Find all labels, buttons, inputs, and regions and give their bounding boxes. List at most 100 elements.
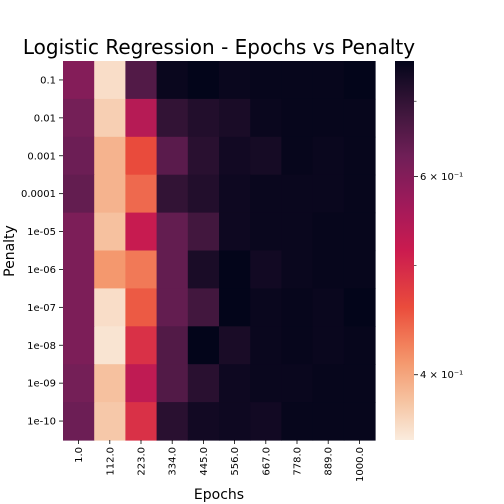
heatmap-cell bbox=[219, 402, 251, 441]
heatmap-cell bbox=[219, 98, 251, 138]
heatmap-cell bbox=[125, 364, 158, 403]
heatmap-cell bbox=[94, 364, 126, 403]
heatmap-cell bbox=[312, 98, 345, 138]
colorbar bbox=[395, 61, 414, 440]
heatmap-cell bbox=[94, 326, 126, 365]
heatmap-cell bbox=[281, 61, 314, 100]
heatmap-cell bbox=[63, 98, 95, 138]
heatmap-cell bbox=[219, 326, 251, 365]
heatmap-cell bbox=[250, 136, 282, 176]
heatmap-cell bbox=[250, 212, 282, 252]
heatmap-cell bbox=[63, 174, 95, 214]
heatmap-cell bbox=[187, 98, 220, 138]
heatmap-cell bbox=[156, 364, 189, 403]
heatmap-cell bbox=[156, 98, 189, 138]
colorbar-tick-label: 6 × 10⁻¹ bbox=[420, 172, 463, 183]
heatmap-cell bbox=[94, 212, 126, 252]
x-tick-label: 889.0 bbox=[324, 447, 335, 476]
heatmap-cell bbox=[281, 288, 314, 327]
x-axis-label: Epochs bbox=[194, 487, 244, 503]
heatmap-cell bbox=[125, 402, 158, 441]
heatmap-cell bbox=[63, 288, 95, 327]
heatmap-cell bbox=[125, 326, 158, 365]
heatmap-cell bbox=[219, 288, 251, 327]
y-axis-label: Penalty bbox=[2, 225, 18, 277]
heatmap-cell bbox=[219, 136, 251, 176]
heatmap-cell bbox=[187, 174, 220, 214]
heatmap-cell bbox=[312, 326, 345, 365]
heatmap-cell bbox=[219, 212, 251, 252]
x-tick-labels: 1.0 112.0 223.0 334.0 445.0 556.0 667.0 778.0 88… bbox=[74, 440, 366, 482]
x-tick-label: 556.0 bbox=[230, 447, 241, 476]
heatmap-cell bbox=[250, 61, 282, 100]
y-tick-label: 1e-05 bbox=[27, 227, 56, 238]
y-tick-label: 1e-08 bbox=[27, 341, 56, 352]
x-tick-label: 1000.0 bbox=[355, 447, 366, 482]
heatmap-cell bbox=[125, 61, 158, 100]
heatmap-cell bbox=[156, 174, 189, 214]
heatmap-cells bbox=[63, 61, 376, 441]
heatmap-cell bbox=[187, 61, 220, 100]
heatmap-cell bbox=[312, 250, 345, 289]
x-tick-label: 445.0 bbox=[199, 447, 210, 476]
heatmap-cell bbox=[156, 136, 189, 176]
heatmap-cell bbox=[343, 250, 376, 289]
y-tick-label: 0.01 bbox=[34, 113, 56, 124]
heatmap-cell bbox=[250, 364, 282, 403]
heatmap-cell bbox=[219, 250, 251, 289]
heatmap-cell bbox=[343, 364, 376, 403]
heatmap-cell bbox=[312, 288, 345, 327]
heatmap-cell bbox=[187, 326, 220, 365]
heatmap-cell bbox=[281, 174, 314, 214]
heatmap-cell bbox=[219, 364, 251, 403]
heatmap-cell bbox=[219, 174, 251, 214]
heatmap-cell bbox=[250, 250, 282, 289]
heatmap-cell bbox=[219, 61, 251, 100]
x-tick-label: 223.0 bbox=[137, 447, 148, 476]
heatmap-cell bbox=[281, 250, 314, 289]
heatmap-cell bbox=[250, 326, 282, 365]
heatmap-cell bbox=[187, 402, 220, 441]
heatmap-cell bbox=[187, 136, 220, 176]
y-tick-label: 1e-10 bbox=[27, 417, 56, 428]
chart-title: Logistic Regression - Epochs vs Penalty bbox=[23, 35, 415, 59]
heatmap-cell bbox=[125, 98, 158, 138]
heatmap-cell bbox=[94, 136, 126, 176]
heatmap-cell bbox=[94, 250, 126, 289]
heatmap-cell bbox=[312, 364, 345, 403]
y-tick-label: 0.0001 bbox=[21, 189, 56, 200]
heatmap-cell bbox=[281, 402, 314, 441]
heatmap-cell bbox=[343, 98, 376, 138]
heatmap-cell bbox=[156, 212, 189, 252]
heatmap-cell bbox=[125, 288, 158, 327]
heatmap-cell bbox=[125, 212, 158, 252]
heatmap-cell bbox=[156, 288, 189, 327]
heatmap-cell bbox=[312, 402, 345, 441]
heatmap-cell bbox=[250, 288, 282, 327]
heatmap-cell bbox=[94, 61, 126, 100]
y-tick-label: 0.1 bbox=[40, 75, 56, 86]
heatmap-cell bbox=[281, 364, 314, 403]
heatmap-cell bbox=[343, 212, 376, 252]
heatmap-cell bbox=[312, 61, 345, 100]
y-tick-labels: 0.1 0.01 0.001 0.0001 1e-05 1e-06 1e-07 1e-08 1e… bbox=[21, 75, 63, 428]
heatmap-cell bbox=[156, 326, 189, 365]
heatmap-cell bbox=[94, 98, 126, 138]
x-tick-label: 112.0 bbox=[105, 447, 116, 476]
heatmap-cell bbox=[250, 402, 282, 441]
heatmap-cell bbox=[187, 212, 220, 252]
heatmap-cell bbox=[187, 288, 220, 327]
heatmap-cell bbox=[94, 288, 126, 327]
x-tick-label: 334.0 bbox=[168, 447, 179, 476]
heatmap-cell bbox=[156, 61, 189, 100]
heatmap-cell bbox=[312, 136, 345, 176]
heatmap-cell bbox=[63, 136, 95, 176]
heatmap-cell bbox=[312, 212, 345, 252]
heatmap-cell bbox=[63, 326, 95, 365]
heatmap-cell bbox=[94, 174, 126, 214]
heatmap-cell bbox=[94, 402, 126, 441]
x-tick-label: 778.0 bbox=[293, 447, 304, 476]
heatmap-cell bbox=[250, 98, 282, 138]
y-tick-label: 0.001 bbox=[27, 151, 56, 162]
